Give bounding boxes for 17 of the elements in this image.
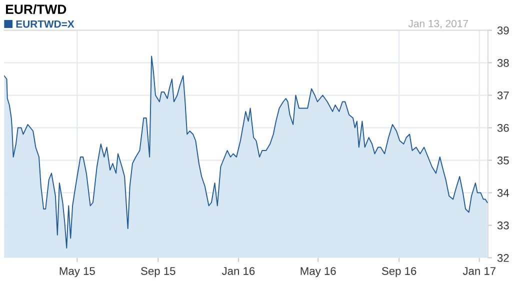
text: Jan 13, 2017 xyxy=(408,20,468,29)
y-tick-label: 36 xyxy=(497,124,509,132)
x-tick-label: May 16 xyxy=(300,267,336,278)
x-tick-label: Sep 16 xyxy=(382,267,416,278)
legend-label: EURTWD=X xyxy=(16,20,74,28)
x-tick-label: Sep 15 xyxy=(141,267,176,278)
y-tick-label: 32 xyxy=(497,254,509,262)
x-tick-label: May 15 xyxy=(60,267,95,278)
y-tick-label: 38 xyxy=(497,59,509,67)
chart-title: EUR/TWD xyxy=(6,4,66,14)
y-tick-label: 39 xyxy=(497,26,509,34)
x-tick-label: Jan 17 xyxy=(462,267,496,275)
y-tick-label: 34 xyxy=(497,189,509,197)
y-tick-label: 37 xyxy=(497,92,509,100)
y-tick-label: 35 xyxy=(497,156,509,164)
x-tick-label: Jan 16 xyxy=(222,267,255,275)
y-tick-label: 33 xyxy=(497,222,509,230)
